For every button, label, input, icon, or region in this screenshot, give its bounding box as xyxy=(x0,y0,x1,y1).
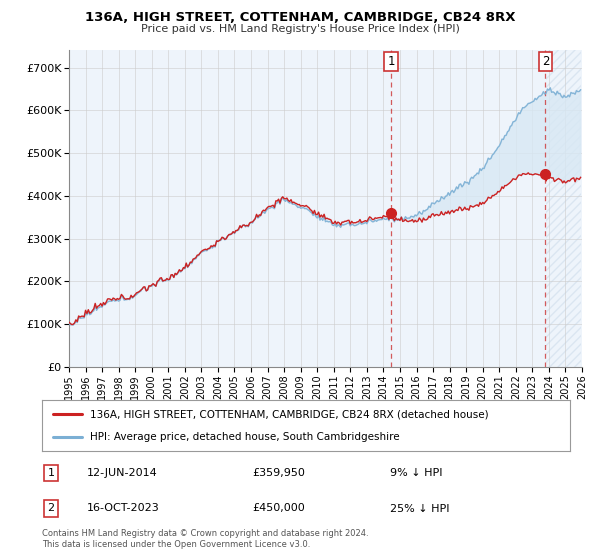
Text: £359,950: £359,950 xyxy=(252,468,305,478)
Text: 9% ↓ HPI: 9% ↓ HPI xyxy=(390,468,443,478)
Text: HPI: Average price, detached house, South Cambridgeshire: HPI: Average price, detached house, Sout… xyxy=(89,432,399,442)
Text: 2: 2 xyxy=(47,503,55,514)
Text: 1: 1 xyxy=(387,55,395,68)
Text: 16-OCT-2023: 16-OCT-2023 xyxy=(87,503,160,514)
Text: £450,000: £450,000 xyxy=(252,503,305,514)
Text: 136A, HIGH STREET, COTTENHAM, CAMBRIDGE, CB24 8RX: 136A, HIGH STREET, COTTENHAM, CAMBRIDGE,… xyxy=(85,11,515,24)
Text: Contains HM Land Registry data © Crown copyright and database right 2024.: Contains HM Land Registry data © Crown c… xyxy=(42,529,368,538)
Text: Price paid vs. HM Land Registry's House Price Index (HPI): Price paid vs. HM Land Registry's House … xyxy=(140,24,460,34)
Text: 2: 2 xyxy=(542,55,549,68)
Text: 1: 1 xyxy=(47,468,55,478)
Text: 25% ↓ HPI: 25% ↓ HPI xyxy=(390,503,449,514)
Text: This data is licensed under the Open Government Licence v3.0.: This data is licensed under the Open Gov… xyxy=(42,540,310,549)
Text: 12-JUN-2014: 12-JUN-2014 xyxy=(87,468,158,478)
Text: 136A, HIGH STREET, COTTENHAM, CAMBRIDGE, CB24 8RX (detached house): 136A, HIGH STREET, COTTENHAM, CAMBRIDGE,… xyxy=(89,409,488,419)
